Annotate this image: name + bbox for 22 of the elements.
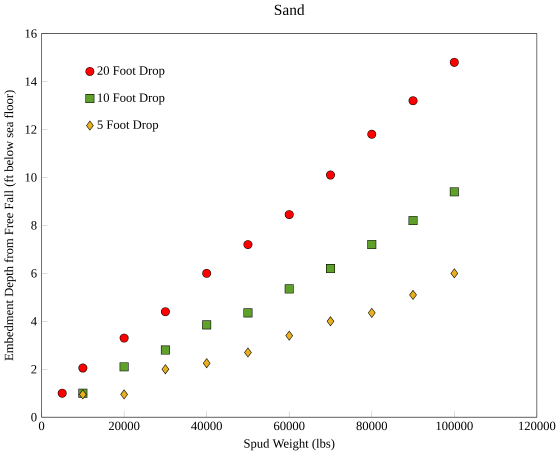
x-tick-label: 120000 <box>519 422 556 430</box>
chart-title: Sand <box>274 4 304 16</box>
y-tick-label: 14 <box>26 78 37 86</box>
y-tick-label: 0 <box>31 413 37 422</box>
y-tick-label: 6 <box>31 269 37 278</box>
x-axis-title: Spud Weight (lbs) <box>244 439 334 451</box>
y-tick-label: 12 <box>26 126 36 134</box>
y-tick-label: 16 <box>26 30 37 38</box>
x-tick-label: 0 <box>38 422 44 430</box>
legend-label: 5 Foot Drop <box>98 120 158 132</box>
x-tick-label: 80000 <box>356 422 388 430</box>
y-tick-label: 10 <box>26 173 37 182</box>
legend-label: 20 Foot Drop <box>97 66 164 78</box>
x-tick-label: 40000 <box>191 422 222 430</box>
x-tick-label: 60000 <box>274 422 305 430</box>
y-axis-title: Embedment Depth from Free Fall (ft below sea floor) <box>4 90 16 361</box>
y-tick-label: 8 <box>31 221 37 230</box>
x-tick-label: 100000 <box>436 422 473 430</box>
y-tick-label: 2 <box>31 365 36 374</box>
legend-label: 10 Foot Drop <box>98 94 164 105</box>
y-tick-label: 4 <box>31 317 37 326</box>
x-tick-label: 20000 <box>108 422 140 430</box>
